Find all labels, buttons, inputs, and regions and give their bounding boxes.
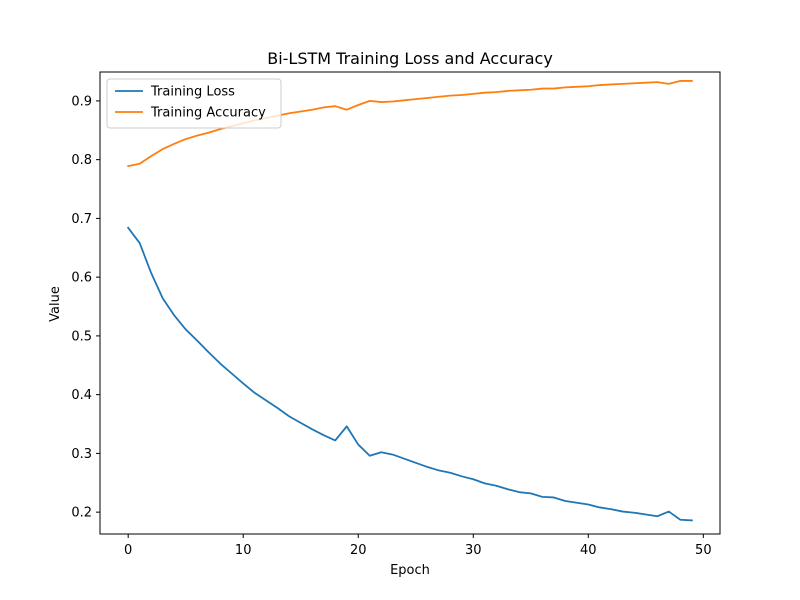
legend-label: Training Loss <box>150 85 235 100</box>
legend-item: Training Accuracy <box>115 106 266 121</box>
y-tick-label: 0.4 <box>71 388 92 403</box>
series-layer <box>126 80 693 522</box>
x-tick-label: 30 <box>465 543 482 558</box>
y-tick-label: 0.3 <box>71 447 92 462</box>
legend-item: Training Loss <box>115 85 235 100</box>
y-tick-label: 0.6 <box>71 271 92 286</box>
y-tick-label: 0.2 <box>71 506 92 521</box>
x-tick-label: 40 <box>580 543 597 558</box>
series-training-loss <box>126 226 693 522</box>
y-axis-label: Value <box>48 286 63 322</box>
x-axis-label: Epoch <box>390 563 430 578</box>
chart-title: Bi-LSTM Training Loss and Accuracy <box>267 49 553 68</box>
series-training-accuracy <box>127 80 693 168</box>
series-line <box>126 226 693 522</box>
y-tick-label: 0.7 <box>71 212 92 227</box>
x-tick-label: 20 <box>350 543 367 558</box>
x-tick-label: 0 <box>124 543 132 558</box>
y-axis: 0.2 0.3 0.4 0.5 0.6 0.7 0.8 0.9 <box>71 94 100 521</box>
series-line <box>127 80 693 168</box>
y-tick-label: 0.9 <box>71 94 92 109</box>
x-tick-label: 50 <box>695 543 712 558</box>
y-tick-label: 0.5 <box>71 329 92 344</box>
y-tick-label: 0.8 <box>71 153 92 168</box>
x-tick-label: 10 <box>235 543 252 558</box>
legend-label: Training Accuracy <box>150 106 266 121</box>
legend-box <box>106 78 282 129</box>
x-axis: 0 10 20 30 40 50 <box>124 534 712 558</box>
legend: Training Loss Training Accuracy <box>106 78 282 129</box>
plot-frame <box>99 71 721 535</box>
